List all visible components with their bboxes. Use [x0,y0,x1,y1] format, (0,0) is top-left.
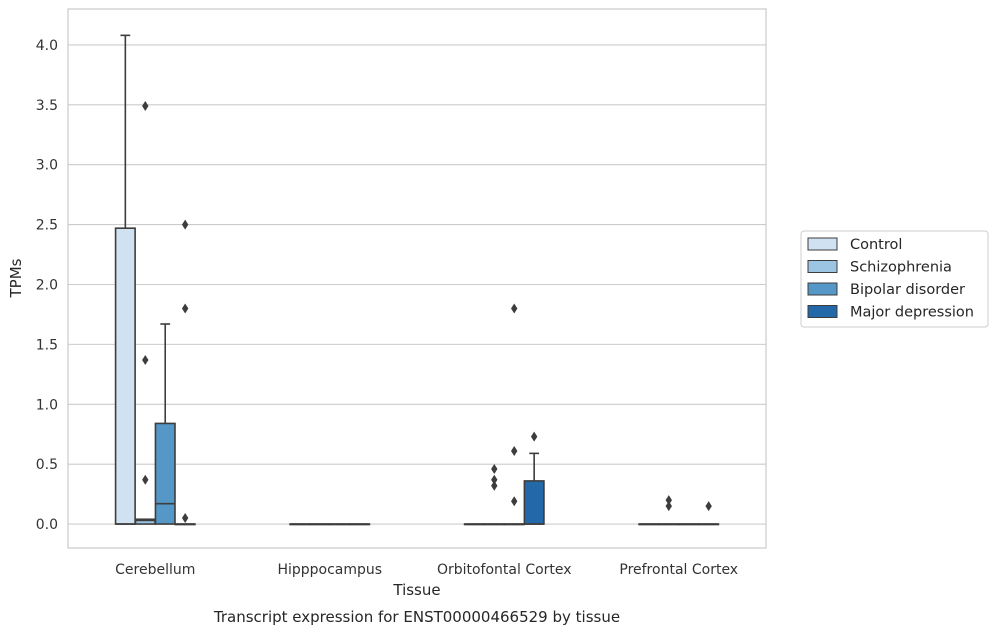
box-control [289,523,311,526]
legend-items: Control Schizophrenia Bipolar disorder Majo… [807,237,974,321]
y-tick-label: 2.5 [36,218,58,234]
x-tick-label: Hipppocampus [277,562,382,578]
box-control [463,523,485,526]
box-control [114,34,136,525]
legend: Control Schizophrenia Bipolar disorder Majo… [800,230,989,328]
outlier-point [491,463,498,474]
outlier-point [511,303,518,314]
outlier-point [530,431,538,442]
box [523,480,545,525]
y-tick-label: 3.0 [36,158,58,174]
plot-background [68,9,766,548]
outlier-point [705,501,712,512]
outlier-point [181,303,189,314]
y-tick-label: 0.5 [36,457,58,473]
y-tick-labels: 0.0 0.5 1.0 1.5 2.0 2.5 3.0 3.5 4.0 [36,38,58,533]
box-bipolar-disorder [154,323,176,525]
x-tick-label: Prefrontal Cortex [619,562,738,578]
box-control [638,523,660,526]
outlier-point [491,480,498,491]
outlier-point [665,501,672,512]
legend-label: Control [850,237,902,253]
plot-frame [67,8,767,549]
outlier-point [142,101,149,112]
box-major-depression [523,431,545,525]
legend-swatch [807,260,838,273]
outlier-point [142,354,149,365]
box [114,227,136,525]
x-tick-label: Orbitofontal Cortex [437,562,572,578]
box-bipolar-disorder [678,523,700,526]
box-major-depression [174,219,196,526]
box-schizophrenia [658,495,680,526]
y-tick-label: 4.0 [36,38,58,54]
outlier-point [181,219,189,230]
outlier-point [491,474,498,485]
box-major-depression [698,501,720,526]
y-tick-label: 3.5 [36,98,58,114]
outlier-point [665,495,672,506]
outlier-point [511,445,518,456]
legend-swatch [807,237,838,251]
outlier-point [142,474,149,485]
outlier-point [181,513,189,524]
box-series [114,34,720,526]
outlier-point [511,496,518,507]
x-tick-label: Cerebellum [115,562,195,578]
y-tick-label: 2.0 [36,277,58,293]
box-schizophrenia [134,101,156,525]
legend-frame [800,230,989,328]
legend-label: Schizophrenia [850,260,952,276]
y-tick-label: 1.5 [36,337,58,353]
chart-caption: Transcript expression for ENST0000046652… [213,608,620,626]
box [154,422,176,525]
legend-label: Major depression [850,305,974,321]
y-axis-label: TPMs [7,258,25,298]
x-tick-labels: Cerebellum Hipppocampus Orbitofontal Corte… [115,562,738,578]
x-axis-label: Tissue [392,581,440,599]
y-tick-label: 0.0 [36,517,58,533]
box-schizophrenia [309,523,331,526]
y-tick-label: 1.0 [36,397,58,413]
box-major-depression [349,523,371,526]
legend-swatch [807,305,838,318]
box-bipolar-disorder [329,523,351,526]
legend-swatch [807,282,838,296]
legend-label: Bipolar disorder [850,282,965,298]
